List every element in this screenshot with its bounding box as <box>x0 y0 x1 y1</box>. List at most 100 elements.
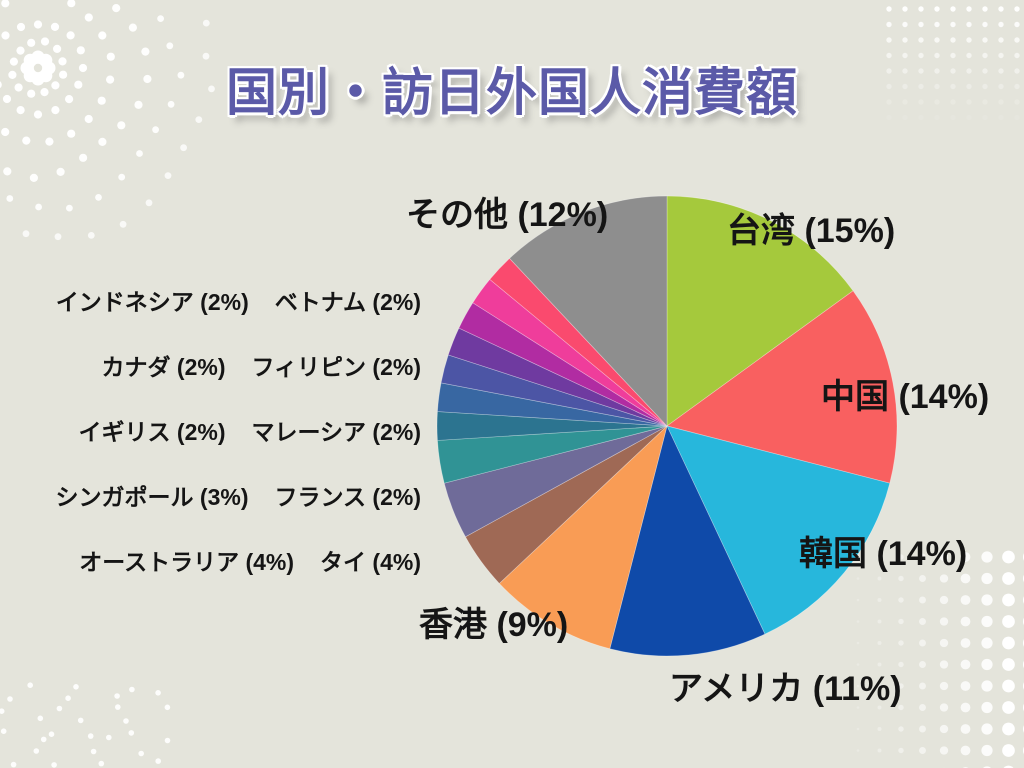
decor-dot <box>67 0 76 8</box>
decor-dot <box>982 37 988 43</box>
decor-dot <box>195 116 203 123</box>
decor-dot <box>54 233 62 241</box>
decor-dot <box>960 552 971 562</box>
decor-dot <box>112 4 121 13</box>
decor-dot <box>157 15 165 22</box>
decor-dot <box>138 750 144 757</box>
decor-dot <box>1002 701 1015 714</box>
decor-dot <box>33 748 40 754</box>
decor-dot <box>202 19 210 27</box>
side-label-singapore: シンガポール (3%) <box>55 484 249 510</box>
side-list-row: インドネシア (2%) ベトナム (2%) <box>0 286 421 318</box>
decor-dot <box>918 99 924 105</box>
decor-dot <box>33 63 43 73</box>
decor-dot <box>51 81 60 90</box>
side-label-thailand: タイ (4%) <box>320 549 421 575</box>
decor-dot <box>0 728 7 734</box>
decor-dot <box>960 724 971 734</box>
decor-dot <box>902 37 908 43</box>
side-label-philippines: フィリピン (2%) <box>251 354 422 380</box>
decor-dot <box>1 127 10 137</box>
decor-dot <box>16 106 25 115</box>
decor-dot <box>918 21 924 28</box>
pie-slice-9 <box>436 411 668 441</box>
decor-dot <box>886 6 892 12</box>
decor-dot <box>27 89 36 98</box>
decor-dot <box>950 83 956 90</box>
decor-dot <box>97 96 106 105</box>
decor-dot <box>167 100 175 108</box>
decor-dot <box>934 114 940 121</box>
decor-dot <box>902 6 908 12</box>
decor-dot <box>128 23 137 32</box>
decor-dot <box>145 199 153 207</box>
side-list-row: オーストラリア (4%) タイ (4%) <box>0 546 421 578</box>
decor-dot <box>98 31 107 40</box>
decor-dot <box>48 731 55 737</box>
decor-dot <box>981 615 993 628</box>
decor-dot <box>918 68 924 74</box>
side-list-row: シンガポール (3%) フランス (2%) <box>0 481 421 513</box>
decor-dot <box>877 576 882 581</box>
decor-dot <box>35 203 42 211</box>
decor-dot <box>66 31 75 40</box>
side-label-canada: カナダ (2%) <box>101 354 226 380</box>
decor-dot <box>78 63 88 73</box>
decor-dot <box>856 577 860 580</box>
decor-dot <box>918 37 924 43</box>
decor-dot <box>164 737 171 744</box>
decor-dot <box>919 725 926 733</box>
decor-dot <box>66 204 73 212</box>
decor-dot <box>164 704 171 711</box>
decor-dot <box>98 760 105 767</box>
decor-dot <box>939 638 949 648</box>
pie-slice-4 <box>609 424 766 657</box>
decor-dot <box>960 745 971 756</box>
decor-dot <box>998 83 1004 90</box>
decor-dot <box>950 114 956 121</box>
decor-dot <box>123 718 129 724</box>
label-taiwan: 台湾 (15%) <box>727 212 896 250</box>
decor-dot <box>981 594 993 606</box>
decor-dot <box>1014 99 1020 105</box>
decor-dot <box>960 659 971 670</box>
dot-grid-decoration <box>886 6 1020 121</box>
decor-dot <box>117 121 126 130</box>
decor-dot <box>1014 37 1020 43</box>
decor-dot <box>934 6 940 12</box>
decor-dot <box>98 137 107 146</box>
decor-dot <box>33 110 43 119</box>
decor-dot <box>939 617 949 626</box>
decor-dot <box>981 551 993 563</box>
pie-slice-7 <box>443 425 668 538</box>
decor-dot <box>51 762 57 768</box>
decor-dot <box>966 6 972 12</box>
decor-dot <box>934 83 940 90</box>
pie-slice-1 <box>666 195 854 427</box>
decor-dot <box>856 727 860 731</box>
decor-dot <box>1 31 10 40</box>
decor-dot <box>1002 679 1015 693</box>
decor-dot <box>934 52 940 59</box>
decor-dot <box>1002 744 1015 757</box>
label-others: その他 (12%) <box>406 196 609 234</box>
decor-dot <box>40 88 49 97</box>
decor-dot <box>87 232 95 239</box>
decor-dot <box>898 661 904 668</box>
decor-dot <box>886 83 892 90</box>
decor-dot <box>65 95 74 104</box>
decor-dot <box>950 37 956 43</box>
decor-dot <box>898 747 904 754</box>
label-hongkong: 香港 (9%) <box>419 606 569 644</box>
decor-dot <box>919 661 926 668</box>
pie-slices <box>436 195 898 657</box>
pie-slice-12 <box>447 327 668 427</box>
decor-dot <box>1014 83 1020 90</box>
decor-dot <box>982 68 988 74</box>
side-label-france: フランス (2%) <box>274 484 422 510</box>
decor-dot <box>1014 52 1020 59</box>
decor-dot <box>16 22 26 32</box>
decor-dot <box>877 683 882 689</box>
decor-dot <box>856 684 860 688</box>
